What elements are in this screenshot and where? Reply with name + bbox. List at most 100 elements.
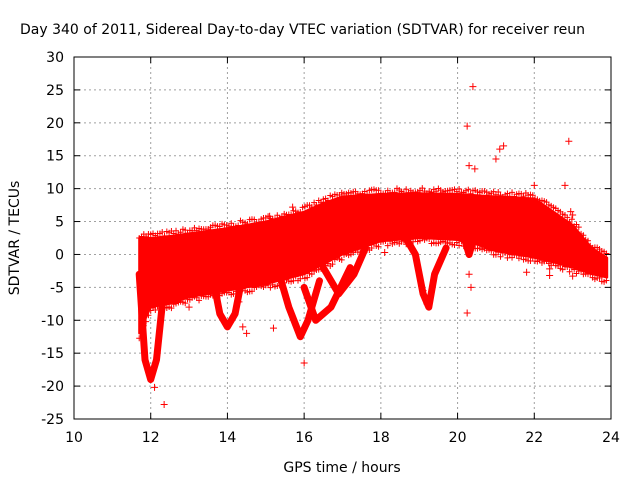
- y-tick-label: 20: [46, 116, 64, 132]
- band-edge-point: [559, 266, 566, 273]
- x-tick-label: 24: [602, 430, 620, 446]
- outlier-point: [567, 208, 575, 216]
- band-edge-point: [502, 249, 509, 256]
- y-tick-label: 10: [46, 182, 64, 198]
- band-edge-point: [251, 216, 258, 223]
- y-tick-label: -25: [41, 412, 64, 428]
- outlier-point: [300, 359, 308, 367]
- band-edge-point: [495, 189, 502, 196]
- band-edge-point: [338, 256, 345, 263]
- band-edge-point: [456, 242, 463, 249]
- outlier-point: [546, 265, 554, 273]
- band-edge-point: [292, 273, 299, 280]
- band-edge-point: [288, 211, 295, 218]
- band-edge-point: [564, 263, 571, 270]
- outlier-point: [243, 329, 251, 337]
- band-edge-point: [400, 190, 407, 197]
- band-edge-point: [299, 271, 306, 278]
- band-edge-point: [568, 216, 575, 223]
- band-edge-point: [529, 192, 536, 199]
- y-tick-label: -5: [50, 280, 64, 296]
- y-tick-label: -15: [41, 346, 64, 362]
- y-axis-label: SDTVAR / TECUs: [7, 181, 23, 296]
- x-axis-label: GPS time / hours: [283, 460, 400, 476]
- band-edge-point: [173, 227, 180, 234]
- outlier-point: [469, 83, 477, 91]
- band-edge-point: [419, 185, 426, 192]
- outlier-point: [465, 162, 473, 170]
- band-edge-point: [509, 189, 516, 196]
- band-edge-point: [308, 203, 315, 210]
- outlier-point: [185, 303, 193, 311]
- outlier-point: [565, 137, 573, 145]
- outlier-point: [569, 211, 577, 219]
- band-edge-point: [513, 251, 520, 258]
- outlier-point: [463, 309, 471, 317]
- x-tick-label: 20: [449, 430, 467, 446]
- outlier-point: [381, 248, 389, 256]
- outlier-point: [463, 122, 471, 130]
- label-layer: 10 12 14 16 18 20 22 24 -25 -20 -15 -10 -5 0 5 10 15 20 25…: [41, 50, 620, 446]
- band-edge-point: [375, 243, 382, 250]
- band-edge-point: [384, 242, 391, 249]
- band-edge-point: [248, 288, 255, 295]
- band-edge-point: [426, 235, 433, 242]
- band-edge-point: [495, 249, 502, 256]
- tick-layer: [73, 56, 612, 420]
- band-edge-point: [255, 219, 262, 226]
- band-edge-point: [518, 253, 525, 260]
- band-edge-point: [584, 237, 591, 244]
- data-layer: [135, 83, 610, 409]
- x-tick-label: 16: [295, 430, 313, 446]
- chart-title: Day 340 of 2011, Sidereal Day-to-day VTE…: [20, 22, 585, 38]
- band-edge-point: [564, 214, 571, 221]
- y-tick-label: 5: [55, 215, 64, 231]
- y-tick-label: 15: [46, 149, 64, 165]
- outlier-point: [492, 155, 500, 163]
- band-edge-point: [529, 255, 536, 262]
- x-tick-label: 14: [219, 430, 237, 446]
- outlier-point: [465, 270, 473, 278]
- plot-frame: [73, 56, 612, 420]
- outlier-point: [523, 268, 531, 276]
- outlier-point: [266, 212, 274, 220]
- band-edge-point: [571, 266, 578, 273]
- outlier-point: [177, 293, 185, 301]
- y-tick-label: 0: [55, 247, 64, 263]
- outlier-point: [530, 181, 538, 189]
- y-tick-label: 25: [46, 83, 64, 99]
- band-edge-point: [145, 312, 152, 319]
- outlier-point: [500, 142, 508, 150]
- band-edge-point: [578, 267, 585, 274]
- band-edge-point: [244, 220, 251, 227]
- band-edge-point: [575, 224, 582, 231]
- band-edge-point: [228, 220, 235, 227]
- outlier-point: [269, 324, 277, 332]
- dip-track: [461, 218, 485, 258]
- dip-track: [404, 237, 450, 311]
- outlier-point: [239, 323, 247, 331]
- outlier-point: [561, 181, 569, 189]
- dip-track: [135, 270, 168, 383]
- band-edge-point: [566, 268, 573, 275]
- outlier-point: [419, 287, 427, 295]
- band-edge-point: [375, 187, 382, 194]
- band-edge-point: [497, 253, 504, 260]
- band-edge-point: [520, 193, 527, 200]
- band-edge-point: [324, 197, 331, 204]
- band-edge-point: [364, 191, 371, 198]
- band-edge-point: [391, 189, 398, 196]
- outlier-point: [471, 165, 479, 173]
- band-edge-point: [297, 208, 304, 215]
- band-edge-point: [403, 186, 410, 193]
- band-edge-point: [456, 185, 463, 192]
- band-edge-point: [304, 274, 311, 281]
- band-edge-point: [580, 232, 587, 239]
- outlier-point: [160, 401, 168, 409]
- x-tick-label: 22: [525, 430, 543, 446]
- outlier-point: [289, 203, 297, 211]
- band-edge-point: [603, 277, 610, 284]
- outlier-point: [235, 298, 243, 306]
- band-edge-point: [587, 270, 594, 277]
